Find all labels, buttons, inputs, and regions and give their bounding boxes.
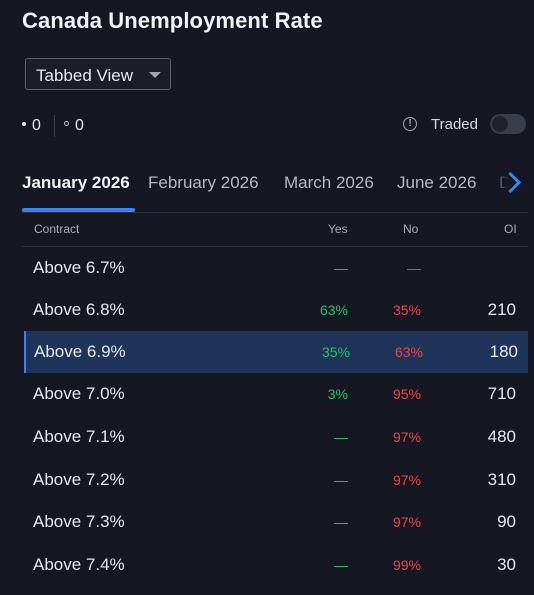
contract-label: Above 6.7% [33,258,125,277]
no-price[interactable]: — [407,260,421,276]
filled-dot-icon [22,121,26,126]
contract-label: Above 6.8% [33,300,125,319]
table-header: Contract Yes No OI [22,222,528,246]
open-interest: 480 [487,427,516,446]
no-price[interactable]: 97% [392,514,421,530]
hollow-dot-icon [64,121,69,127]
open-interest: 210 [487,300,516,319]
traded-toggle[interactable] [490,114,526,134]
no-price[interactable]: 35% [392,302,421,318]
page-title: Canada Unemployment Rate [22,8,323,33]
no-price[interactable]: 99% [392,557,421,573]
tabs-next-button[interactable] [493,168,534,202]
no-price[interactable]: 63% [394,344,423,360]
yes-price[interactable]: 63% [319,302,348,318]
header-divider [22,246,528,247]
contract-label: Above 7.0% [33,384,125,403]
filled-count: 0 [22,117,41,135]
info-circle-icon[interactable]: ! [403,117,417,131]
open-interest: 310 [487,470,516,489]
table-row[interactable]: Above 6.7% — — [25,247,526,289]
yes-price[interactable]: 35% [321,344,350,360]
yes-price[interactable]: — [334,557,348,573]
yes-price[interactable]: — [334,260,348,276]
table-row-selected[interactable]: Above 6.9% 35% 63% 180 [24,331,528,373]
no-price[interactable]: 95% [392,386,421,402]
yes-price[interactable]: — [334,429,348,445]
open-interest: 180 [489,342,518,361]
header-contract: Contract [34,222,80,236]
tab-january-2026[interactable]: January 2026 [22,173,130,192]
header-oi: OI [504,222,517,236]
table-row[interactable]: Above 7.3% — 97% 90 [25,501,526,543]
contract-label: Above 6.9% [34,342,126,361]
tabs-divider [22,212,528,213]
table-row[interactable]: Above 7.2% — 97% 310 [25,459,526,501]
open-interest: 710 [487,384,516,403]
no-price[interactable]: 97% [392,472,421,488]
no-price[interactable]: 97% [392,429,421,445]
yes-price[interactable]: — [334,514,348,530]
tab-march-2026[interactable]: March 2026 [284,173,374,192]
tab-june-2026[interactable]: June 2026 [397,173,477,192]
chevron-right-icon [499,171,522,194]
traded-label: Traded [431,116,478,133]
active-tab-indicator [22,208,135,212]
table-row[interactable]: Above 7.1% — 97% 480 [25,416,526,458]
yes-price[interactable]: — [334,472,348,488]
hollow-count: 0 [64,117,84,135]
table-row[interactable]: Above 7.0% 3% 95% 710 [25,373,526,415]
month-tabs: January 2026 February 2026 March 2026 Ju… [0,168,534,214]
header-no: No [403,222,419,236]
open-interest: 90 [497,512,516,531]
counts-divider [54,115,55,137]
view-select-value: Tabbed View [36,66,134,85]
contract-label: Above 7.1% [33,427,125,446]
open-interest: 30 [497,555,516,574]
contract-label: Above 7.4% [33,555,125,574]
chevron-down-icon [149,72,161,78]
toggle-knob [492,116,508,132]
table-row[interactable]: Above 6.8% 63% 35% 210 [25,289,526,331]
contract-label: Above 7.3% [33,512,125,531]
tab-february-2026[interactable]: February 2026 [148,173,259,192]
table-row[interactable]: Above 7.4% — 99% 30 [25,544,526,586]
header-yes: Yes [328,222,348,236]
contract-label: Above 7.2% [33,470,125,489]
yes-price[interactable]: 3% [327,386,348,402]
view-select-dropdown[interactable]: Tabbed View [25,58,171,90]
